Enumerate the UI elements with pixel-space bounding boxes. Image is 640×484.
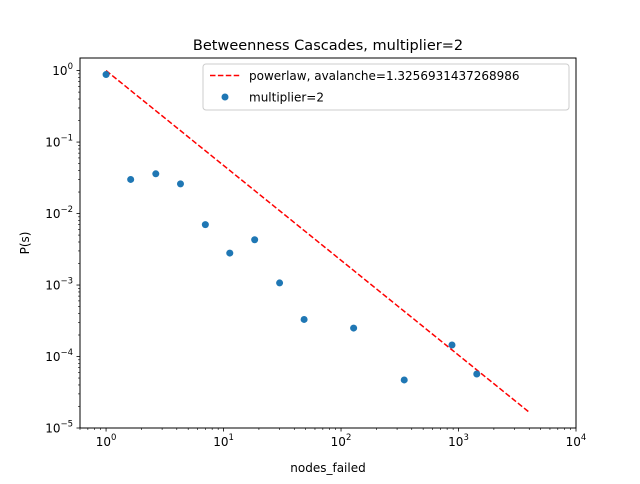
x-tick-label: 103 — [448, 433, 469, 449]
legend-label-powerlaw: powerlaw, avalanche=1.3256931437268986 — [249, 69, 520, 83]
y-tick-label: 10−3 — [45, 277, 73, 293]
data-point — [350, 324, 358, 332]
x-tick-label: 100 — [96, 433, 117, 449]
data-point — [448, 341, 456, 349]
legend-swatch-multiplier — [221, 93, 229, 101]
data-point — [226, 249, 234, 257]
data-point — [102, 71, 110, 79]
y-tick-label: 10−4 — [45, 348, 73, 364]
legend-box — [202, 63, 570, 111]
data-point — [400, 376, 408, 384]
x-tick-label: 104 — [566, 433, 587, 449]
powerlaw-fit-line — [105, 70, 530, 413]
data-point — [201, 221, 209, 229]
y-tick-label: 10−2 — [45, 205, 73, 221]
data-point — [276, 279, 284, 287]
data-point — [127, 175, 135, 183]
axis-ticks: 100 101 102 103 104 10−5 10−4 10−3 10−2 10−1 100 — [45, 62, 586, 449]
data-point — [300, 315, 308, 323]
y-tick-label: 100 — [52, 62, 73, 78]
data-point — [152, 170, 160, 178]
y-tick-label: 10−5 — [45, 420, 73, 436]
x-axis-label: nodes_failed — [290, 461, 365, 475]
chart-title: Betweenness Cascades, multiplier=2 — [193, 38, 463, 54]
y-axis-label: P(s) — [18, 232, 32, 255]
x-tick-label: 102 — [331, 433, 352, 449]
data-point — [176, 180, 184, 188]
legend: powerlaw, avalanche=1.3256931437268986 m… — [202, 63, 570, 111]
data-point — [473, 370, 481, 378]
axes-frame — [79, 57, 577, 429]
data-point — [251, 236, 259, 244]
y-tick-label: 10−1 — [45, 134, 73, 150]
legend-label-multiplier: multiplier=2 — [249, 91, 324, 105]
x-tick-label: 101 — [213, 433, 234, 449]
plot-area — [102, 70, 530, 413]
